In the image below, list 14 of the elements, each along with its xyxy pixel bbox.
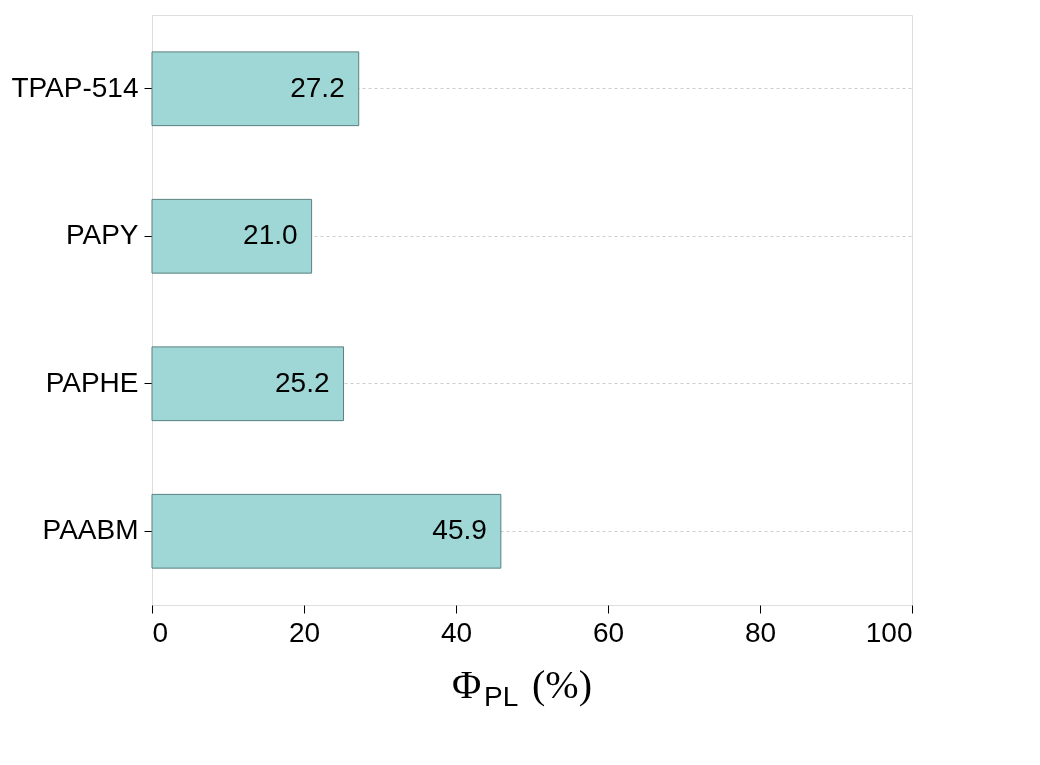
- data-label: 27.2: [290, 71, 345, 103]
- x-tick-label: 100: [865, 616, 913, 648]
- data-label: 21.0: [243, 219, 298, 251]
- x-tick-label: 80: [744, 616, 777, 648]
- data-label: 45.9: [432, 514, 487, 546]
- y-tick-label: PAABM: [42, 514, 139, 546]
- x-tick-label: 20: [288, 616, 321, 648]
- y-tick-label: PAPY: [65, 219, 139, 251]
- x-tick-label: 40: [440, 616, 473, 648]
- data-label: 25.2: [275, 366, 330, 398]
- y-tick-label: PAPHE: [45, 366, 139, 398]
- x-tick-label: 0: [152, 616, 169, 648]
- x-tick-label: 60: [592, 616, 625, 648]
- y-tick-label: TPAP-514: [11, 71, 139, 103]
